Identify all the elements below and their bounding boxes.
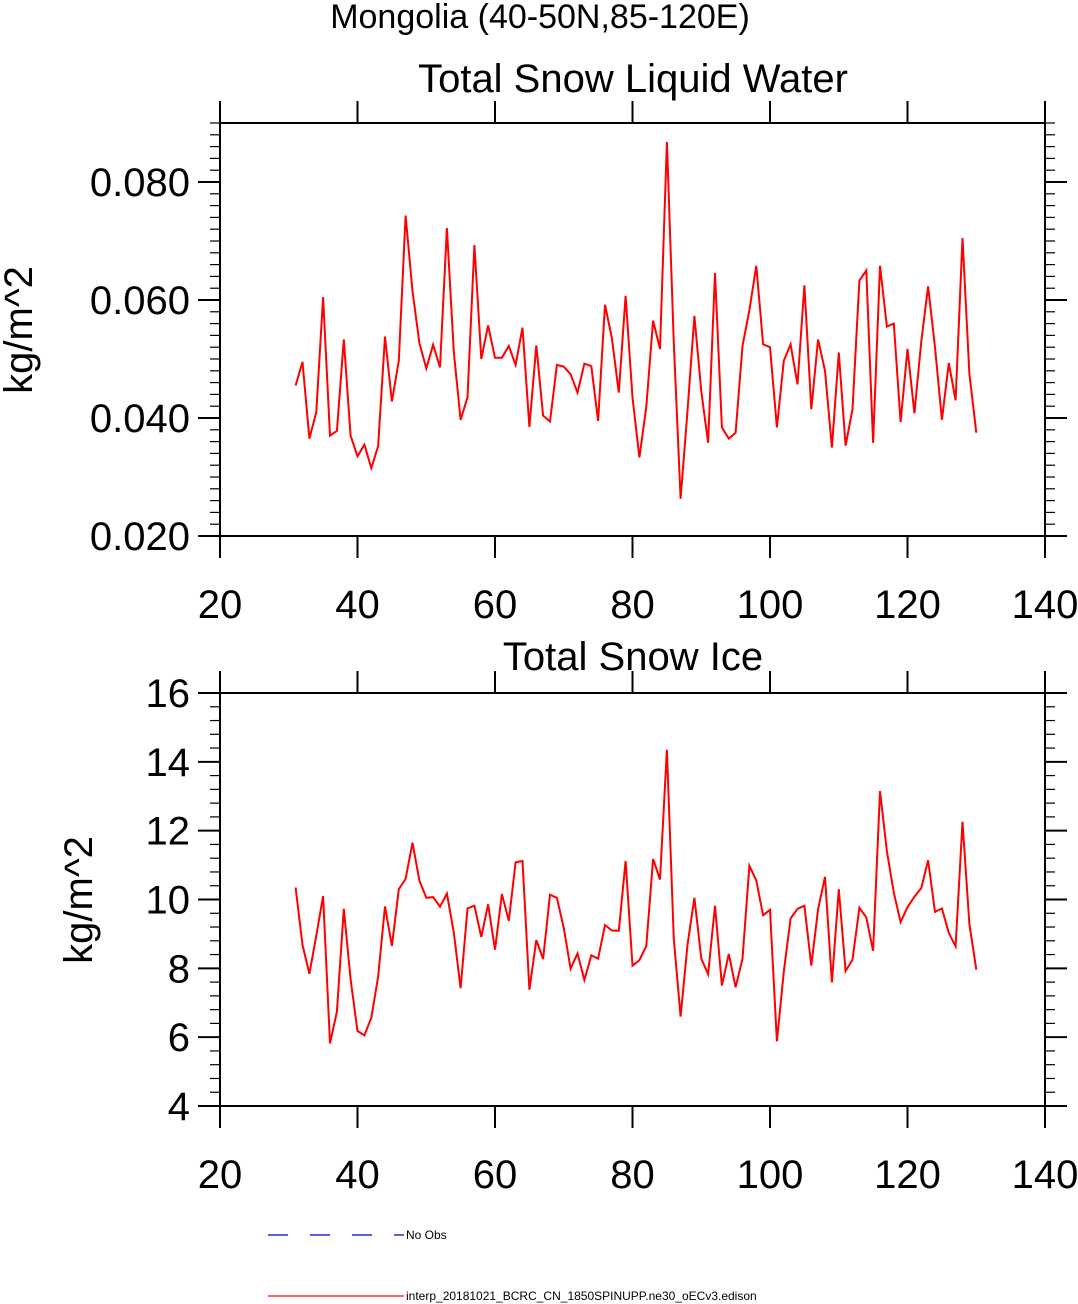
x-tick-label: 80 — [610, 583, 655, 627]
y-tick-label: 4 — [168, 1085, 190, 1129]
x-tick-label: 140 — [1012, 583, 1078, 627]
y-axis-label-liquid-water: kg/m^2 — [0, 266, 41, 394]
y-tick-label: 0.060 — [90, 279, 190, 323]
x-tick-label: 80 — [610, 1153, 655, 1197]
x-tick-label: 120 — [874, 583, 941, 627]
legend: No Obs interp_20181021_BCRC_CN_1850SPINU… — [268, 1228, 757, 1303]
x-tick-label: 60 — [473, 1153, 518, 1197]
snow-liquid-water-panel: Total Snow Liquid Water kg/m^2 20 40 60 80 1… — [0, 57, 1078, 627]
x-tick-label: 120 — [874, 1153, 941, 1197]
x-tick-label: 100 — [737, 583, 804, 627]
y-tick-label: 8 — [168, 947, 190, 991]
x-tick-label: 140 — [1012, 1153, 1078, 1197]
x-tick-label: 100 — [737, 1153, 804, 1197]
x-tick-label: 40 — [335, 1153, 380, 1197]
y-tick-label: 14 — [146, 741, 191, 785]
plot-frame-liquid-water — [219, 122, 1046, 537]
y-tick-label: 10 — [146, 879, 191, 923]
axis-ticks-snow-ice — [198, 671, 1067, 1128]
snow-ice-panel: Total Snow Ice kg/m^2 20 40 60 80 100 120 1404… — [57, 635, 1078, 1197]
tick-labels-snow-ice: 20 40 60 80 100 120 140 4 6 8 10 12 14 16 — [146, 672, 1078, 1197]
series-line-snow-ice — [294, 749, 978, 1044]
y-axis-label-snow-ice: kg/m^2 — [57, 836, 101, 964]
axis-ticks-liquid-water — [198, 101, 1067, 558]
series-line-liquid-water — [294, 141, 978, 499]
x-tick-label: 20 — [198, 1153, 243, 1197]
x-tick-label: 20 — [198, 583, 243, 627]
legend-label-model-run: interp_20181021_BCRC_CN_1850SPINUPP.ne30… — [406, 1289, 757, 1303]
y-tick-label: 0.080 — [90, 161, 190, 205]
y-tick-label: 12 — [146, 810, 191, 854]
tick-labels-liquid-water: 20 40 60 80 100 120 140 0.020 0.040 0.060 0.080 — [90, 161, 1078, 627]
page-title: Mongolia (40-50N,85-120E) — [330, 0, 750, 36]
y-tick-label: 0.020 — [90, 515, 190, 559]
plot-frame-snow-ice — [219, 692, 1046, 1107]
x-tick-label: 60 — [473, 583, 518, 627]
chart-title-liquid-water: Total Snow Liquid Water — [418, 57, 848, 101]
y-tick-label: 0.040 — [90, 397, 190, 441]
y-tick-label: 6 — [168, 1016, 190, 1060]
x-tick-label: 40 — [335, 583, 380, 627]
y-tick-label: 16 — [146, 672, 191, 716]
legend-label-no-obs: No Obs — [406, 1228, 447, 1242]
